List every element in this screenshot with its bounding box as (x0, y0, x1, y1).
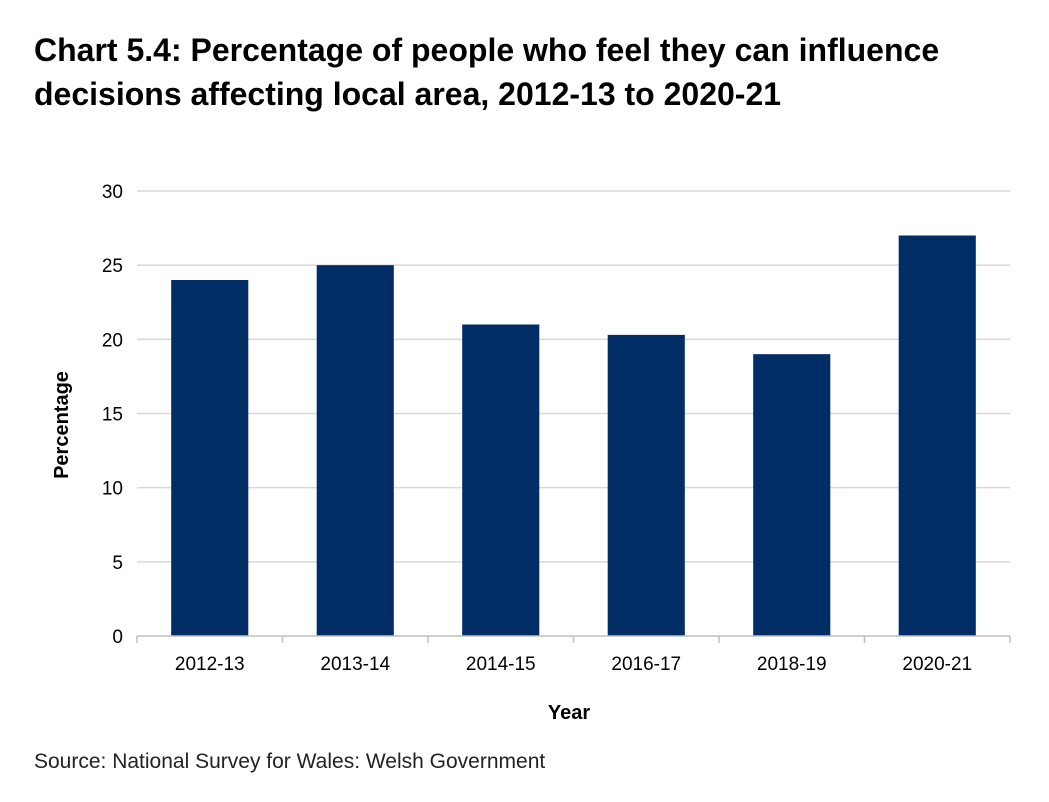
bar-2013-14 (316, 265, 394, 636)
bars (171, 235, 976, 636)
y-tick-label: 30 (102, 182, 123, 203)
bar-2016-17 (607, 334, 685, 636)
bar-2020-21 (898, 235, 976, 636)
bar-chart: 0 5 10 15 20 25 30 2012-13 2013-14 2014-15 2016-17… (51, 182, 1011, 724)
chart-title: Chart 5.4: Percentage of people who feel… (34, 32, 940, 112)
bar-2012-13 (171, 280, 249, 636)
x-tick-label: 2014-15 (466, 654, 536, 675)
x-tick-label: 2013-14 (320, 654, 390, 675)
x-tick-label: 2016-17 (611, 654, 681, 675)
axis-labels: Percentage Year (51, 371, 590, 724)
gridlines (137, 190, 1010, 563)
source-note: Source: National Survey for Wales: Welsh… (34, 750, 546, 773)
axes: 0 5 10 15 20 25 30 2012-13 2013-14 2014-15 2016-17… (102, 182, 1011, 675)
y-axis-title: Percentage (51, 371, 73, 479)
y-tick-label: 15 (102, 405, 123, 426)
y-tick-label: 20 (102, 330, 123, 351)
bar-2014-15 (462, 324, 540, 636)
bar-2018-19 (753, 354, 831, 636)
x-tick-label: 2018-19 (757, 654, 827, 675)
x-axis-title: Year (548, 702, 590, 724)
y-tick-label: 5 (112, 553, 123, 574)
y-tick-label: 0 (112, 627, 123, 648)
y-tick-label: 10 (102, 479, 123, 500)
x-tick-label: 2012-13 (175, 654, 245, 675)
x-tick-label: 2020-21 (902, 654, 972, 675)
y-tick-label: 25 (102, 256, 123, 277)
